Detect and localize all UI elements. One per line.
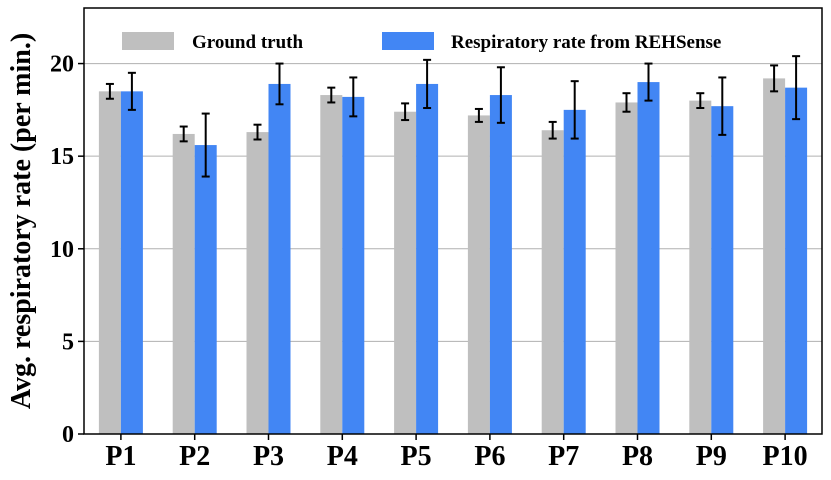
- bar-rehsense-p6: [489, 95, 512, 434]
- bar-ground-truth-p7: [541, 130, 564, 435]
- bar-ground-truth-p8: [615, 102, 638, 434]
- error-bar-rehsense-p5: [423, 58, 432, 110]
- error-bar-ground-truth-p3: [253, 123, 262, 141]
- bar-ground-truth-p9: [689, 100, 712, 434]
- y-axis-label: Avg. respiratory rate (per min.): [6, 33, 37, 409]
- legend-label: Respiratory rate from REHSense: [451, 32, 721, 53]
- y-tick-label: 20: [50, 52, 74, 78]
- error-bar-ground-truth-p2: [179, 125, 188, 143]
- legend-entry-rehsense: Respiratory rate from REHSense: [382, 32, 721, 53]
- x-axis-ticks: P1 P2 P3 P4 P5 P6 P7 P8 P9 P10: [105, 434, 808, 472]
- x-tick-label-p7: P7: [548, 441, 579, 472]
- error-bar-ground-truth-p1: [105, 82, 114, 100]
- bar-rehsense-p10: [785, 87, 808, 434]
- bars: [98, 78, 808, 435]
- bar-rehsense-p4: [342, 96, 365, 434]
- error-bars: [105, 55, 801, 178]
- bar-ground-truth-p6: [467, 115, 490, 434]
- bar-ground-truth-p4: [320, 95, 343, 434]
- x-tick-label-p4: P4: [327, 441, 358, 472]
- error-bar-rehsense-p4: [349, 76, 358, 118]
- bar-rehsense-p1: [120, 91, 143, 434]
- legend: Ground truth Respiratory rate from REHSen…: [122, 32, 721, 53]
- error-bar-ground-truth-p9: [696, 92, 705, 110]
- error-bar-rehsense-p8: [644, 62, 653, 102]
- bar-rehsense-p5: [416, 83, 439, 434]
- error-bar-rehsense-p1: [127, 71, 136, 111]
- x-tick-label-p6: P6: [474, 441, 505, 472]
- error-bar-rehsense-p6: [496, 66, 505, 124]
- error-bar-ground-truth-p8: [622, 92, 631, 113]
- bar-rehsense-p2: [194, 145, 217, 435]
- bar-ground-truth-p3: [246, 132, 269, 435]
- bar-ground-truth-p5: [394, 111, 417, 434]
- error-bar-rehsense-p2: [201, 112, 210, 178]
- error-bar-ground-truth-p10: [770, 64, 779, 93]
- x-tick-label-p2: P2: [179, 441, 210, 472]
- plot-frame: [83, 7, 823, 435]
- error-bar-ground-truth-p6: [474, 107, 483, 123]
- x-tick-label-p1: P1: [105, 441, 136, 472]
- x-tick-label-p3: P3: [253, 441, 284, 472]
- bar-ground-truth-p1: [98, 91, 121, 434]
- bar-rehsense-p7: [563, 109, 586, 434]
- legend-swatch: [382, 32, 434, 50]
- x-tick-label-p9: P9: [696, 441, 727, 472]
- y-tick-label: 5: [62, 329, 74, 355]
- error-bar-rehsense-p10: [792, 55, 801, 121]
- error-bar-rehsense-p3: [275, 62, 284, 106]
- y-axis-ticks: 0 5 10 15 20: [50, 52, 84, 448]
- y-tick-label: 15: [50, 144, 74, 170]
- legend-label: Ground truth: [192, 32, 303, 53]
- x-tick-label-p8: P8: [622, 441, 653, 472]
- error-bar-ground-truth-p7: [548, 120, 557, 140]
- y-tick-label: 10: [50, 237, 74, 263]
- bar-ground-truth-p10: [763, 78, 786, 435]
- error-bar-ground-truth-p4: [327, 86, 336, 104]
- x-tick-label-p10: P10: [763, 441, 808, 472]
- error-bar-rehsense-p7: [570, 80, 579, 140]
- error-bar-ground-truth-p5: [401, 102, 410, 122]
- bar-rehsense-p8: [637, 82, 660, 434]
- legend-swatch: [122, 32, 174, 50]
- bar-ground-truth-p2: [172, 133, 195, 435]
- bar-rehsense-p9: [711, 106, 734, 434]
- y-tick-label: 0: [62, 422, 74, 448]
- error-bar-rehsense-p9: [718, 76, 727, 136]
- legend-entry-ground-truth: Ground truth: [122, 32, 303, 53]
- bar-rehsense-p3: [268, 83, 291, 434]
- x-tick-label-p5: P5: [401, 441, 432, 472]
